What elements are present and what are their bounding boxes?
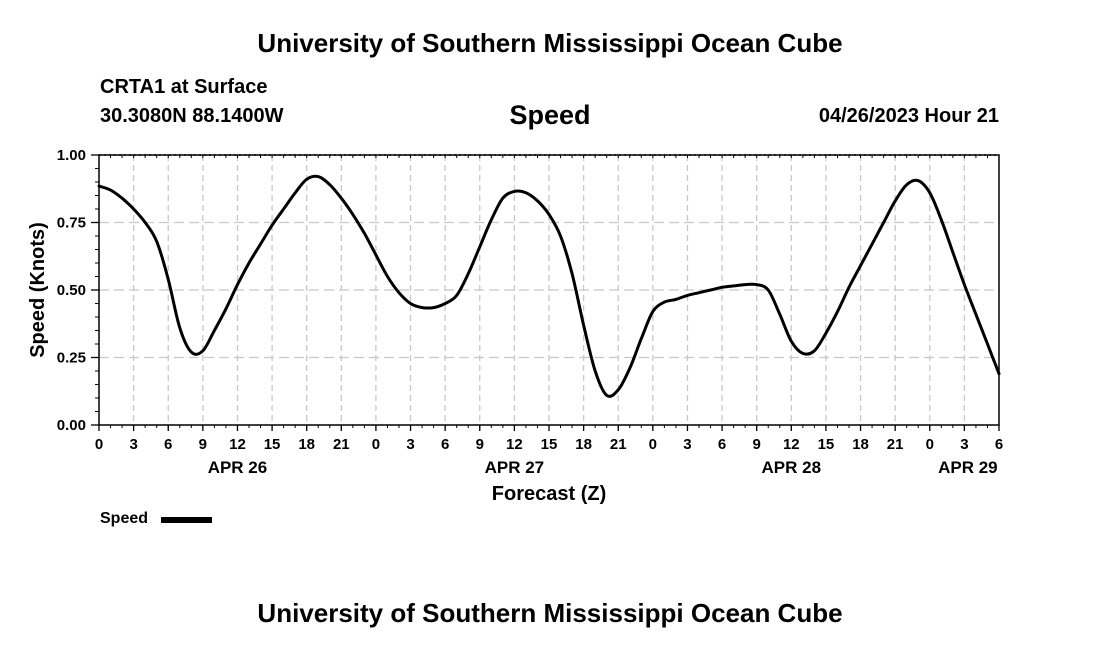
x-tick-label: 3 [406, 436, 414, 453]
footer-title: University of Southern Mississippi Ocean… [257, 598, 843, 628]
x-tick-label: 0 [95, 436, 103, 453]
legend-swatch [161, 517, 212, 523]
y-tick-label: 0.25 [57, 350, 86, 367]
x-tick-label: 0 [926, 436, 934, 453]
x-tick-label: 0 [649, 436, 657, 453]
x-tick-label: 18 [575, 436, 592, 453]
speed-series-line [97, 174, 1001, 398]
x-tick-label: 6 [718, 436, 726, 453]
x-tick-label: 9 [753, 436, 761, 453]
forecast-datetime: 04/26/2023 Hour 21 [818, 105, 999, 127]
x-tick-label: 3 [683, 436, 691, 453]
y-tick-label: 0.50 [57, 282, 86, 299]
x-tick-label: 3 [960, 436, 968, 453]
x-tick-label: 18 [298, 436, 315, 453]
x-tick-label: 15 [264, 436, 281, 453]
x-tick-label: 15 [818, 436, 835, 453]
y-tick-label: 0.00 [57, 417, 86, 434]
x-tick-label: 12 [229, 436, 246, 453]
x-tick-label: 6 [164, 436, 172, 453]
x-tick-label: 6 [441, 436, 449, 453]
date-label: APR 28 [762, 458, 822, 477]
x-tick-label: 6 [995, 436, 1003, 453]
page-title: University of Southern Mississippi Ocean… [257, 28, 843, 58]
axis-ticks: 0 3 6 9 12 15 18 21 0 3 6 9 12 15 18 21 0 3 6 9 12 15 18 21 0 3 6 A… [57, 147, 1003, 477]
x-tick-label: 21 [610, 436, 627, 453]
x-tick-label: 12 [783, 436, 800, 453]
date-label: APR 29 [938, 458, 998, 477]
x-tick-label: 3 [129, 436, 137, 453]
x-tick-label: 18 [852, 436, 869, 453]
y-axis-label: Speed (Knots) [27, 222, 49, 358]
x-tick-label: 21 [333, 436, 350, 453]
x-tick-label: 9 [476, 436, 484, 453]
station-coordinates: 30.3080N 88.1400W [100, 105, 284, 127]
chart-title: Speed [509, 100, 591, 130]
station-name: CRTA1 at Surface [100, 76, 268, 98]
date-label: APR 26 [208, 458, 268, 477]
x-axis-label: Forecast (Z) [492, 483, 606, 505]
y-tick-label: 0.75 [57, 215, 86, 232]
legend-label: Speed [100, 510, 149, 527]
x-tick-label: 12 [506, 436, 523, 453]
x-tick-label: 0 [372, 436, 380, 453]
y-tick-label: 1.00 [57, 147, 86, 164]
date-label: APR 27 [485, 458, 545, 477]
x-tick-label: 9 [199, 436, 207, 453]
x-tick-label: 21 [887, 436, 904, 453]
series-layer [97, 174, 1001, 398]
x-tick-label: 15 [541, 436, 558, 453]
